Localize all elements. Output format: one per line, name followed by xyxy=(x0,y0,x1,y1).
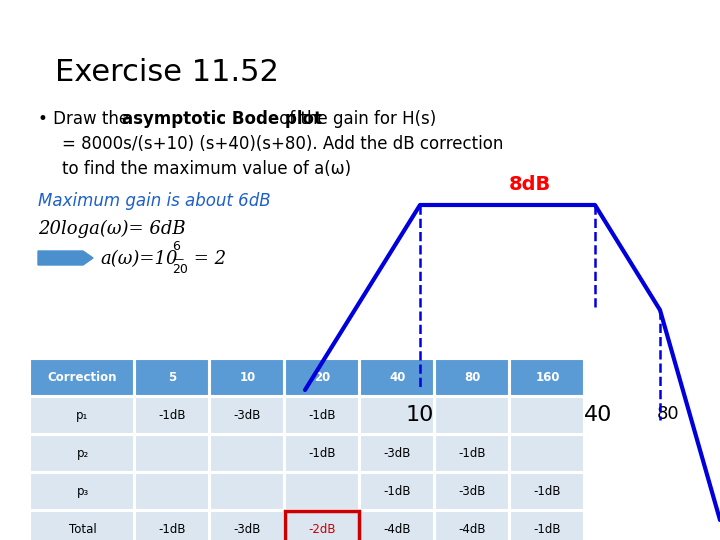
Bar xyxy=(285,397,359,434)
Text: -4dB: -4dB xyxy=(459,523,486,536)
Text: 6: 6 xyxy=(172,240,180,253)
Text: 20: 20 xyxy=(315,371,330,384)
Bar xyxy=(30,397,134,434)
Bar xyxy=(30,473,134,510)
Text: 80: 80 xyxy=(657,405,679,423)
Text: -1dB: -1dB xyxy=(158,523,186,536)
Text: -2dB: -2dB xyxy=(309,523,336,536)
Text: 8dB: 8dB xyxy=(509,175,551,194)
FancyArrow shape xyxy=(38,251,93,265)
Text: 40: 40 xyxy=(390,371,405,384)
Bar xyxy=(435,511,509,540)
Bar xyxy=(210,359,284,396)
Text: p₂: p₂ xyxy=(76,447,89,460)
Bar xyxy=(360,511,434,540)
Text: -3dB: -3dB xyxy=(459,485,486,498)
Text: to find the maximum value of a(ω): to find the maximum value of a(ω) xyxy=(62,160,351,178)
Text: 20loga(ω)= 6dB: 20loga(ω)= 6dB xyxy=(38,220,186,238)
Bar xyxy=(135,511,209,540)
Text: 10: 10 xyxy=(239,371,256,384)
Text: = 2: = 2 xyxy=(188,250,226,268)
Bar xyxy=(285,359,359,396)
Bar xyxy=(510,435,584,472)
Text: -3dB: -3dB xyxy=(234,409,261,422)
Bar xyxy=(135,397,209,434)
Text: -4dB: -4dB xyxy=(384,523,411,536)
Bar xyxy=(360,473,434,510)
Bar xyxy=(285,473,359,510)
Text: a(ω)=10: a(ω)=10 xyxy=(100,250,178,268)
Bar xyxy=(210,511,284,540)
Bar xyxy=(435,435,509,472)
Text: 20: 20 xyxy=(172,263,188,276)
Bar xyxy=(435,473,509,510)
Bar xyxy=(510,359,584,396)
Text: = 8000s/(s+10) (s+40)(s+80). Add the dB correction: = 8000s/(s+10) (s+40)(s+80). Add the dB … xyxy=(62,135,503,153)
Bar xyxy=(210,473,284,510)
Text: 10: 10 xyxy=(406,405,434,425)
Bar xyxy=(510,473,584,510)
Text: -1dB: -1dB xyxy=(534,523,562,536)
Text: 40: 40 xyxy=(584,405,612,425)
Bar xyxy=(360,435,434,472)
Text: 80: 80 xyxy=(464,371,481,384)
Text: 160: 160 xyxy=(535,371,559,384)
Bar xyxy=(135,359,209,396)
Text: asymptotic Bode plot: asymptotic Bode plot xyxy=(122,110,322,128)
Text: of the gain for H(s): of the gain for H(s) xyxy=(274,110,436,128)
Bar xyxy=(30,511,134,540)
Text: p₃: p₃ xyxy=(76,485,89,498)
Bar xyxy=(360,359,434,396)
Bar xyxy=(210,435,284,472)
Bar xyxy=(285,435,359,472)
Text: -1dB: -1dB xyxy=(459,447,486,460)
Bar xyxy=(435,397,509,434)
Text: Maximum gain is about 6dB: Maximum gain is about 6dB xyxy=(38,192,271,210)
Text: 5: 5 xyxy=(168,371,176,384)
Text: -1dB: -1dB xyxy=(158,409,186,422)
Bar xyxy=(510,511,584,540)
Text: -3dB: -3dB xyxy=(384,447,411,460)
Text: Total: Total xyxy=(68,523,96,536)
Bar xyxy=(30,435,134,472)
Text: Exercise 11.52: Exercise 11.52 xyxy=(55,58,279,87)
Bar xyxy=(360,397,434,434)
Text: p₁: p₁ xyxy=(76,409,89,422)
Text: -1dB: -1dB xyxy=(309,447,336,460)
Text: -3dB: -3dB xyxy=(234,523,261,536)
Bar xyxy=(285,511,359,540)
Bar xyxy=(30,359,134,396)
Text: Correction: Correction xyxy=(48,371,117,384)
Text: -1dB: -1dB xyxy=(384,485,411,498)
Bar xyxy=(135,473,209,510)
Text: • Draw the: • Draw the xyxy=(38,110,135,128)
Bar xyxy=(135,435,209,472)
Bar xyxy=(510,397,584,434)
Text: -1dB: -1dB xyxy=(534,485,562,498)
Text: -1dB: -1dB xyxy=(309,409,336,422)
Bar xyxy=(210,397,284,434)
Text: —: — xyxy=(172,254,183,264)
Bar xyxy=(435,359,509,396)
